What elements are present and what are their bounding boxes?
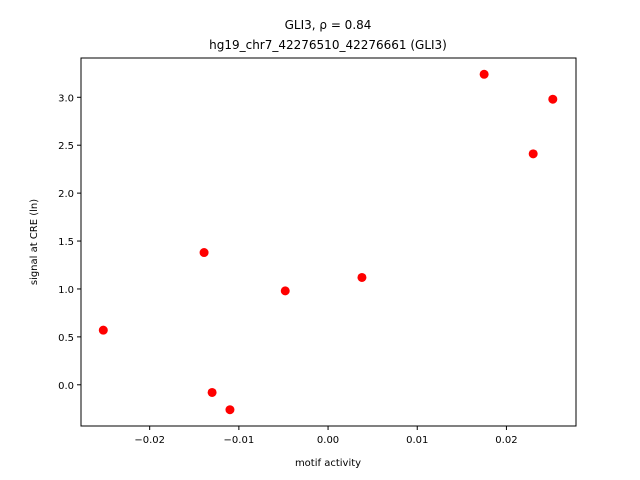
y-tick-label: 3.0 [58,93,74,104]
y-tick-label: 1.0 [58,285,74,296]
x-tick-label: 0.01 [406,435,428,446]
y-tick-label: 1.5 [58,237,74,248]
point [548,94,558,104]
x-tick-label: −0.02 [134,435,165,446]
point [280,286,290,296]
point [98,325,108,335]
x-tick-label: 0.00 [317,435,339,446]
y-tick-label: 2.5 [58,141,74,152]
plot-frame [80,57,577,427]
y-axis-label: signal at CRE (ln) [29,199,40,285]
chart-title: GLI3, ρ = 0.84 [285,18,372,32]
chart-subtitle: hg19_chr7_42276510_42276661 (GLI3) [209,38,447,52]
x-axis-label: motif activity [295,458,361,469]
point [357,272,367,282]
point [199,248,209,258]
x-tick-label: 0.02 [495,435,517,446]
y-tick-label: 0.0 [58,381,74,392]
point [207,387,217,397]
y-tick-label: 0.5 [58,333,74,344]
x-tick-label: −0.01 [224,435,255,446]
point [225,405,235,415]
point [528,149,538,159]
y-tick-label: 2.0 [58,189,74,200]
point [479,69,489,79]
